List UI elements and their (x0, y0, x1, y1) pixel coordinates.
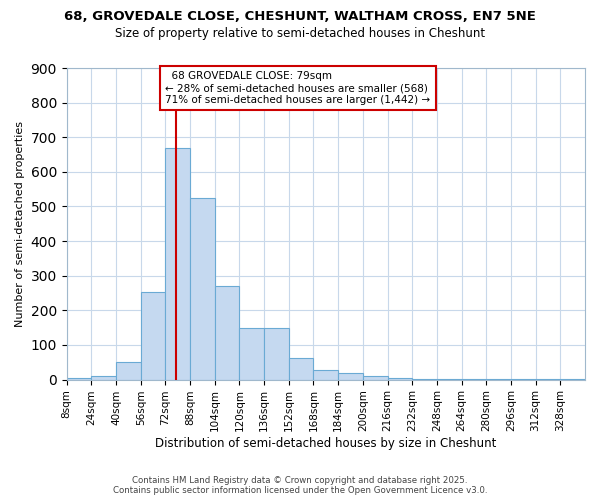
Bar (91, 376, 116, 380)
X-axis label: Distribution of semi-detached houses by size in Cheshunt: Distribution of semi-detached houses by … (155, 437, 497, 450)
Bar (437, 379, 461, 380)
Text: 68, GROVEDALE CLOSE, CHESHUNT, WALTHAM CROSS, EN7 5NE: 68, GROVEDALE CLOSE, CHESHUNT, WALTHAM C… (64, 10, 536, 23)
Bar (338, 374, 363, 380)
Bar (141, 292, 166, 380)
Bar (536, 379, 560, 380)
Bar (412, 378, 437, 380)
Bar (388, 378, 412, 380)
Y-axis label: Number of semi-detached properties: Number of semi-detached properties (15, 121, 25, 327)
Bar (264, 328, 289, 380)
Text: Size of property relative to semi-detached houses in Cheshunt: Size of property relative to semi-detach… (115, 28, 485, 40)
Text: Contains HM Land Registry data © Crown copyright and database right 2025.
Contai: Contains HM Land Registry data © Crown c… (113, 476, 487, 495)
Text: 68 GROVEDALE CLOSE: 79sqm
← 28% of semi-detached houses are smaller (568)
71% of: 68 GROVEDALE CLOSE: 79sqm ← 28% of semi-… (166, 72, 431, 104)
Bar (239, 328, 264, 380)
Bar (67, 378, 91, 380)
Bar (116, 362, 141, 380)
Bar (190, 198, 215, 380)
Bar (215, 286, 239, 380)
Bar (289, 358, 313, 380)
Bar (363, 376, 388, 380)
Bar (166, 148, 190, 380)
Bar (560, 378, 585, 380)
Bar (313, 370, 338, 380)
